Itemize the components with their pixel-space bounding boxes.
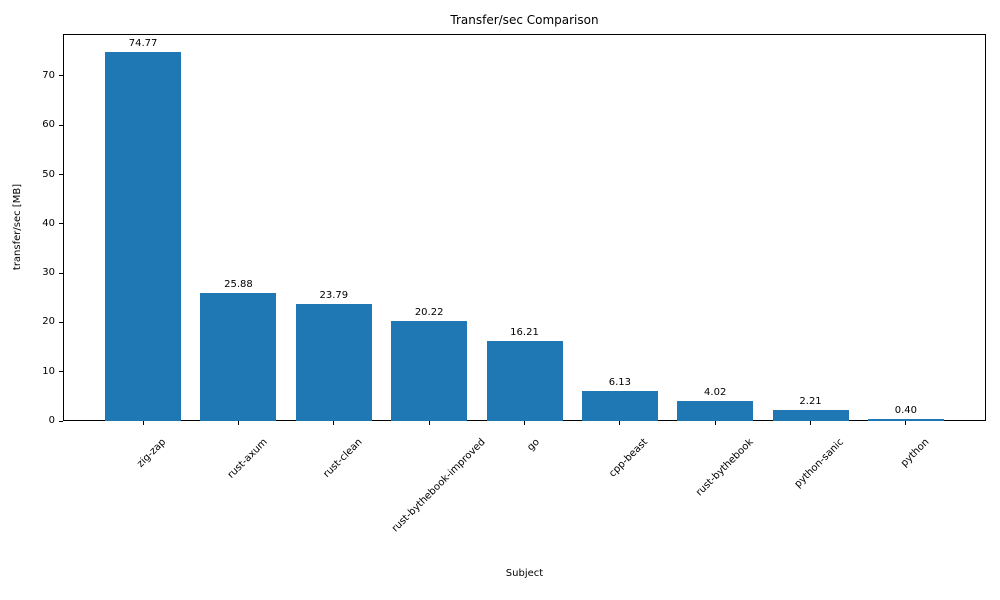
bar-value-label: 74.77 <box>128 38 158 50</box>
x-tick-mark <box>619 421 621 425</box>
y-tick-mark <box>59 321 63 323</box>
x-tick-mark <box>333 421 335 425</box>
y-tick-label: 30 <box>42 267 55 279</box>
x-tick-label: cpp-beast <box>607 436 651 480</box>
bar <box>486 341 563 421</box>
x-tick-label: rust-clean <box>321 436 365 480</box>
bar-value-label: 6.13 <box>608 376 631 388</box>
bar <box>677 401 754 421</box>
y-tick-label: 0 <box>48 415 55 426</box>
x-tick-label: zig-zap <box>135 436 169 470</box>
y-axis-label: transfer/sec [MB] <box>12 183 23 271</box>
bar-value-label: 2.21 <box>799 396 822 408</box>
bar-value-label: 20.22 <box>414 307 444 319</box>
x-tick-mark <box>905 421 907 425</box>
bar <box>295 303 372 421</box>
y-tick-mark <box>59 124 63 126</box>
x-tick-label: python <box>898 436 932 470</box>
bar-value-label: 23.79 <box>319 289 349 301</box>
bar <box>581 390 658 421</box>
y-tick-mark <box>59 223 63 225</box>
bar <box>200 293 277 421</box>
x-tick-label: rust-bythebook <box>693 436 756 499</box>
y-tick-mark <box>59 272 63 274</box>
y-tick-label: 70 <box>42 69 55 81</box>
x-tick-mark <box>142 421 144 425</box>
bar-value-label: 0.40 <box>894 405 918 417</box>
y-tick-label: 40 <box>42 217 55 229</box>
x-tick-label: go <box>525 436 543 454</box>
x-tick-mark <box>237 421 239 425</box>
y-tick-mark <box>59 420 63 422</box>
x-axis-label: Subject <box>505 568 544 579</box>
y-tick-label: 50 <box>42 168 55 180</box>
bar <box>105 52 182 421</box>
x-tick-label: python-sanic <box>792 436 847 491</box>
bar-value-label: 4.02 <box>704 387 727 399</box>
y-tick-label: 10 <box>42 365 55 377</box>
y-tick-label: 20 <box>42 316 55 328</box>
bar <box>867 419 944 421</box>
y-tick-mark <box>59 371 63 373</box>
x-tick-mark <box>714 421 716 425</box>
y-tick-mark <box>59 75 63 77</box>
x-tick-mark <box>428 421 430 425</box>
chart-title: Transfer/sec Comparison <box>450 13 599 27</box>
bar-value-label: 25.88 <box>224 279 253 291</box>
y-tick-mark <box>59 174 63 175</box>
x-tick-mark <box>524 421 525 425</box>
x-tick-mark <box>810 421 812 425</box>
y-tick-label: 60 <box>42 119 55 131</box>
x-tick-label: rust-axum <box>225 436 270 481</box>
bar <box>772 410 849 421</box>
x-tick-label: rust-bythebook-improved <box>389 436 488 535</box>
bar <box>391 321 468 421</box>
bar-value-label: 16.21 <box>510 327 539 339</box>
